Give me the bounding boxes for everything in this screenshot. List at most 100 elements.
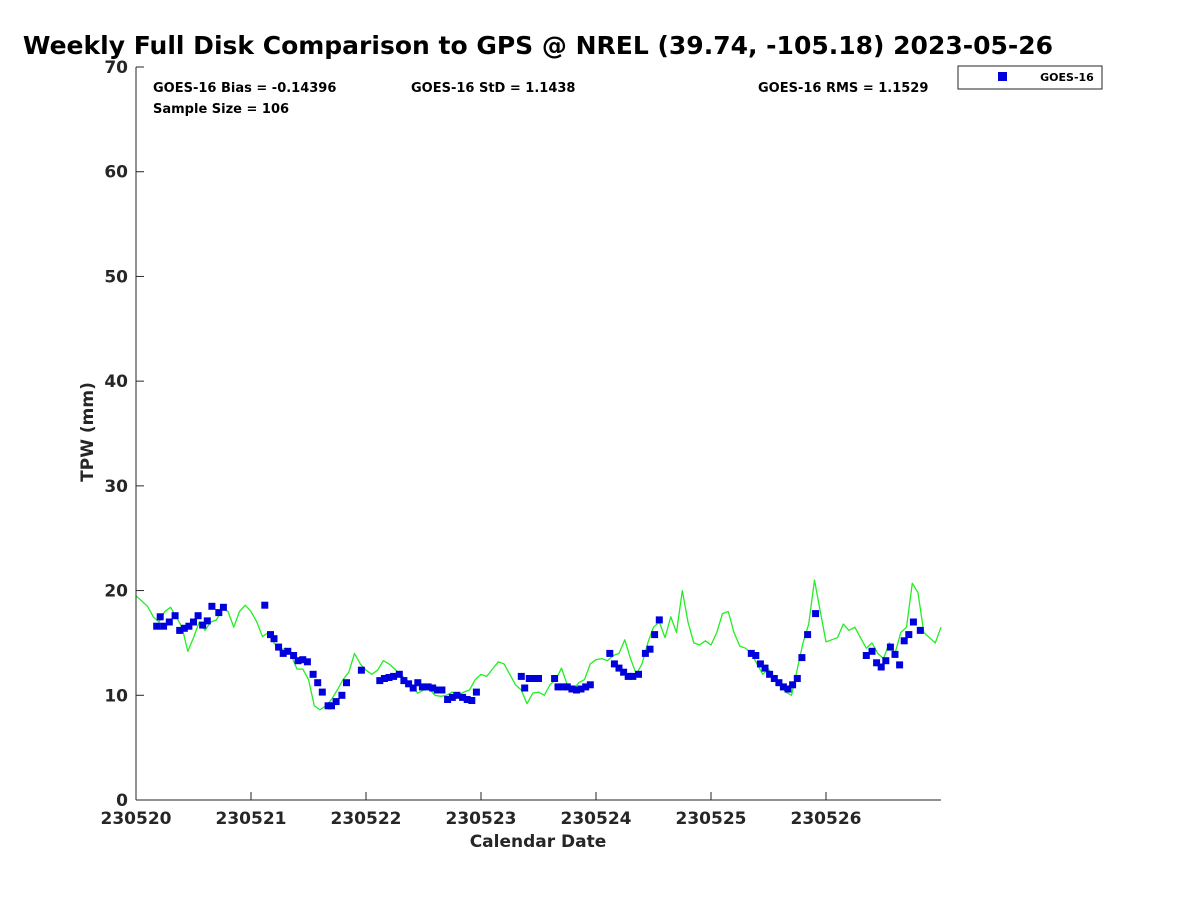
goes16-point [472,688,480,696]
goes16-marker-layer [153,601,924,710]
y-tick-label: 30 [104,477,128,497]
goes16-point [586,681,594,689]
goes16-point [438,686,446,694]
goes16-point [530,675,538,682]
goes16-point [328,702,335,710]
legend-marker-goes16 [998,72,1007,81]
goes16-point [284,647,292,655]
rms-stat: GOES-16 RMS = 1.1529 [758,81,928,96]
goes16-point [812,610,820,618]
goes16-point [424,683,432,691]
goes16-point [752,652,760,659]
goes16-point [655,616,663,624]
legend-label-goes16: GOES-16 [1040,71,1094,84]
goes16-point [582,683,590,691]
goes16-point [314,679,322,687]
goes16-point [766,670,774,678]
goes16-point [400,677,408,685]
y-tick-label: 60 [104,163,128,183]
goes16-point [270,635,278,643]
x-tick-label: 230526 [791,809,862,829]
goes16-point [620,668,628,676]
y-axis-label: TPW (mm) [78,382,98,482]
goes16-point [882,657,890,665]
goes16-point [891,650,899,658]
goes16-point [877,663,885,671]
x-tick-label: 230524 [561,809,632,829]
goes16-point [563,683,571,691]
goes16-point [208,602,216,610]
goes16-point [303,658,311,666]
goes16-point [299,656,307,664]
goes16-point [886,643,894,651]
goes16-point [535,675,542,682]
goes16-point [784,685,792,693]
goes16-point [165,618,173,626]
x-tick-label: 230520 [101,809,172,829]
goes16-point [606,649,614,657]
legend-box [957,65,1103,90]
goes16-point [615,664,623,672]
goes16-point [779,683,787,691]
legend: GOES-16 [957,65,1103,90]
goes16-point [185,622,193,630]
goes16-point [453,691,461,699]
y-tick-label: 70 [104,58,128,78]
goes16-point [338,691,346,699]
goes16-point [418,683,426,691]
y-tick-label: 0 [116,791,128,811]
goes16-point [761,664,769,672]
y-tick-label: 50 [104,267,128,287]
goes16-point [448,693,456,701]
goes16-point [385,674,393,681]
goes16-point [219,603,227,611]
goes16-point [160,622,168,630]
goes16-point [463,696,471,703]
goes16-point [444,696,452,703]
goes16-point [770,675,778,682]
x-axis-ticks: 230520 230521 230522 230523 230524 230525 2305… [101,67,941,829]
goes16-point [646,645,654,653]
goes16-point [390,672,398,680]
goes16-point [559,683,567,691]
goes16-point [629,672,637,680]
goes16-point [868,647,876,655]
goes16-point [896,661,904,669]
goes16-point [171,612,179,620]
goes16-point [275,643,283,651]
goes16-point [804,631,812,639]
goes16-point [405,680,413,688]
goes16-point [203,617,211,625]
goes16-point [290,652,298,659]
goes16-point [429,684,437,692]
goes16-point [798,654,806,662]
bias-stat: GOES-16 Bias = -0.14396 [153,81,336,96]
goes16-point [376,677,384,685]
goes16-point [357,666,365,674]
goes16-point [468,697,476,704]
goes16-point [294,657,302,665]
goes16-point [789,681,797,689]
goes16-point [215,609,223,617]
goes16-point [862,652,870,659]
goes16-point [554,683,562,691]
sample-size-stat: Sample Size = 106 [153,102,289,117]
goes16-point [641,649,649,657]
goes16-point [775,679,783,687]
y-axis-ticks: 0 10 20 30 40 50 60 70 [104,58,144,811]
goes16-point [395,670,403,678]
y-tick-label: 20 [104,582,128,602]
goes16-point [409,684,417,692]
goes16-point [525,675,533,682]
goes16-point [343,679,350,687]
goes16-point [905,631,913,639]
goes16-point [610,660,618,668]
x-tick-label: 230522 [331,809,402,829]
goes16-point [318,688,326,696]
chart-title: Weekly Full Disk Comparison to GPS @ NRE… [23,31,1053,60]
goes16-point [279,649,287,657]
goes16-point [267,631,274,639]
x-tick-label: 230523 [446,809,517,829]
std-stat: GOES-16 StD = 1.1438 [411,81,575,96]
